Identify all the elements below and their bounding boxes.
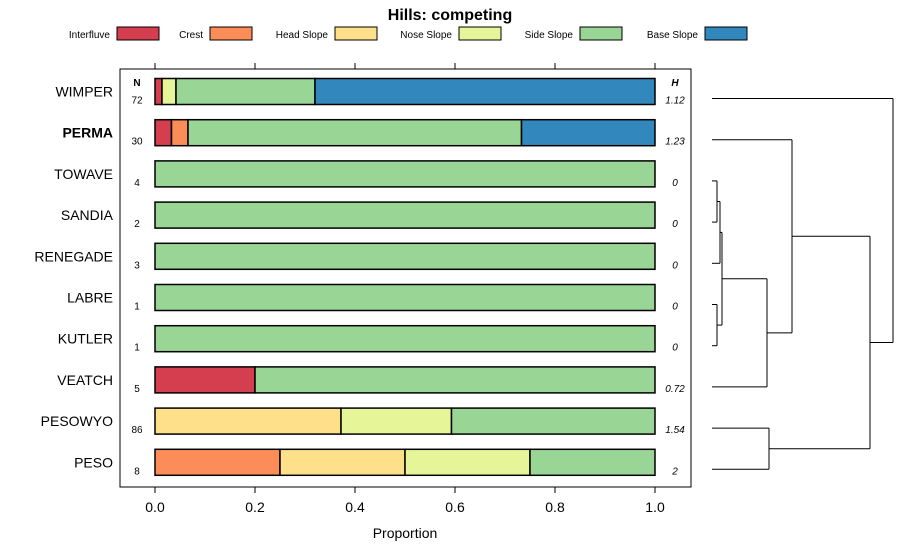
- n-value: 8: [134, 466, 140, 477]
- x-axis-title: Proportion: [373, 525, 438, 541]
- legend-swatch-base-slope: [704, 26, 748, 41]
- bar-segment-base-slope: [314, 77, 656, 106]
- legend-label-base-slope: Base Slope: [647, 30, 699, 41]
- x-tick-label: 0.8: [545, 499, 565, 515]
- h-value: 2: [671, 466, 678, 477]
- bar-segment-side-slope: [450, 407, 656, 435]
- dendrogram: [712, 98, 894, 470]
- bar-segment-nose-slope: [161, 77, 177, 106]
- bar-segment-side-slope: [254, 366, 656, 394]
- h-value: 0: [672, 343, 678, 354]
- panel-border: [119, 68, 692, 488]
- legend-label-head-slope: Head Slope: [276, 30, 329, 41]
- legend-label-interfluve: Interfluve: [69, 30, 111, 41]
- h-header: H: [671, 78, 679, 89]
- category-label-towave: TOWAVE: [54, 166, 113, 182]
- category-label-kutler: KUTLER: [58, 331, 113, 347]
- x-tick-label: 0.4: [345, 499, 365, 515]
- n-value: 2: [134, 219, 140, 230]
- n-value: 5: [134, 384, 140, 395]
- category-label-wimper: WIMPER: [55, 84, 113, 100]
- legend-swatch-nose-slope: [458, 26, 502, 41]
- n-value: 86: [131, 425, 143, 436]
- bar-segment-interfluve: [154, 77, 163, 106]
- category-label-pesowyo: PESOWYO: [41, 413, 113, 429]
- legend-swatch-side-slope: [579, 26, 623, 41]
- legend: Interfluve Crest Head Slope Nose Slope Side …: [69, 26, 748, 41]
- bar-segment-interfluve: [154, 366, 256, 394]
- h-value: 0: [672, 260, 678, 271]
- bar-segment-head-slope: [154, 407, 342, 435]
- n-value: 1: [134, 343, 140, 354]
- legend-label-nose-slope: Nose Slope: [400, 30, 452, 41]
- legend-swatch-head-slope: [334, 26, 378, 41]
- bar-segment-side-slope: [154, 160, 656, 188]
- category-label-sandia: SANDIA: [61, 207, 114, 223]
- legend-label-side-slope: Side Slope: [525, 30, 574, 41]
- bar-segment-side-slope: [154, 201, 656, 229]
- bar-segment-side-slope: [175, 77, 316, 106]
- category-label-labre: LABRE: [67, 290, 113, 306]
- n-value: 1: [134, 302, 140, 313]
- bar-segment-side-slope: [154, 324, 656, 353]
- n-value: 30: [131, 137, 143, 148]
- category-label-peso: PESO: [74, 454, 113, 470]
- n-value: 72: [131, 96, 143, 107]
- bar-segment-nose-slope: [404, 448, 531, 477]
- bar-segment-head-slope: [279, 448, 406, 477]
- category-label-perma: PERMA: [62, 125, 113, 141]
- h-value: 1.23: [665, 137, 685, 148]
- bar-segment-interfluve: [154, 118, 173, 147]
- h-value: 1.54: [665, 425, 685, 436]
- bar-segment-side-slope: [529, 448, 656, 477]
- legend-swatch-interfluve: [116, 26, 160, 41]
- category-label-renegade: RENEGADE: [34, 248, 113, 264]
- h-value: 0: [672, 219, 678, 230]
- bar-segment-crest: [154, 448, 281, 477]
- x-tick-label: 0.0: [145, 499, 165, 515]
- bar-segment-nose-slope: [340, 407, 453, 435]
- h-value: 0: [672, 302, 678, 313]
- bar-segment-crest: [170, 118, 189, 147]
- h-value: 1.12: [665, 96, 685, 107]
- bar-segment-base-slope: [520, 118, 656, 147]
- x-tick-label: 0.2: [245, 499, 265, 515]
- n-header: N: [133, 78, 140, 89]
- bar-segment-side-slope: [154, 242, 656, 271]
- bar-segment-side-slope: [187, 118, 523, 147]
- h-value: 0: [672, 178, 678, 189]
- category-label-veatch: VEATCH: [57, 372, 113, 388]
- n-value: 3: [134, 260, 140, 271]
- h-value: 0.72: [665, 384, 685, 395]
- n-value: 4: [134, 178, 140, 189]
- legend-swatch-crest: [209, 26, 253, 41]
- x-tick-label: 0.6: [445, 499, 465, 515]
- x-tick-label: 1.0: [645, 499, 665, 515]
- bar-segment-side-slope: [154, 283, 656, 312]
- chart-title: Hills: competing: [388, 7, 512, 24]
- legend-label-crest: Crest: [179, 30, 203, 41]
